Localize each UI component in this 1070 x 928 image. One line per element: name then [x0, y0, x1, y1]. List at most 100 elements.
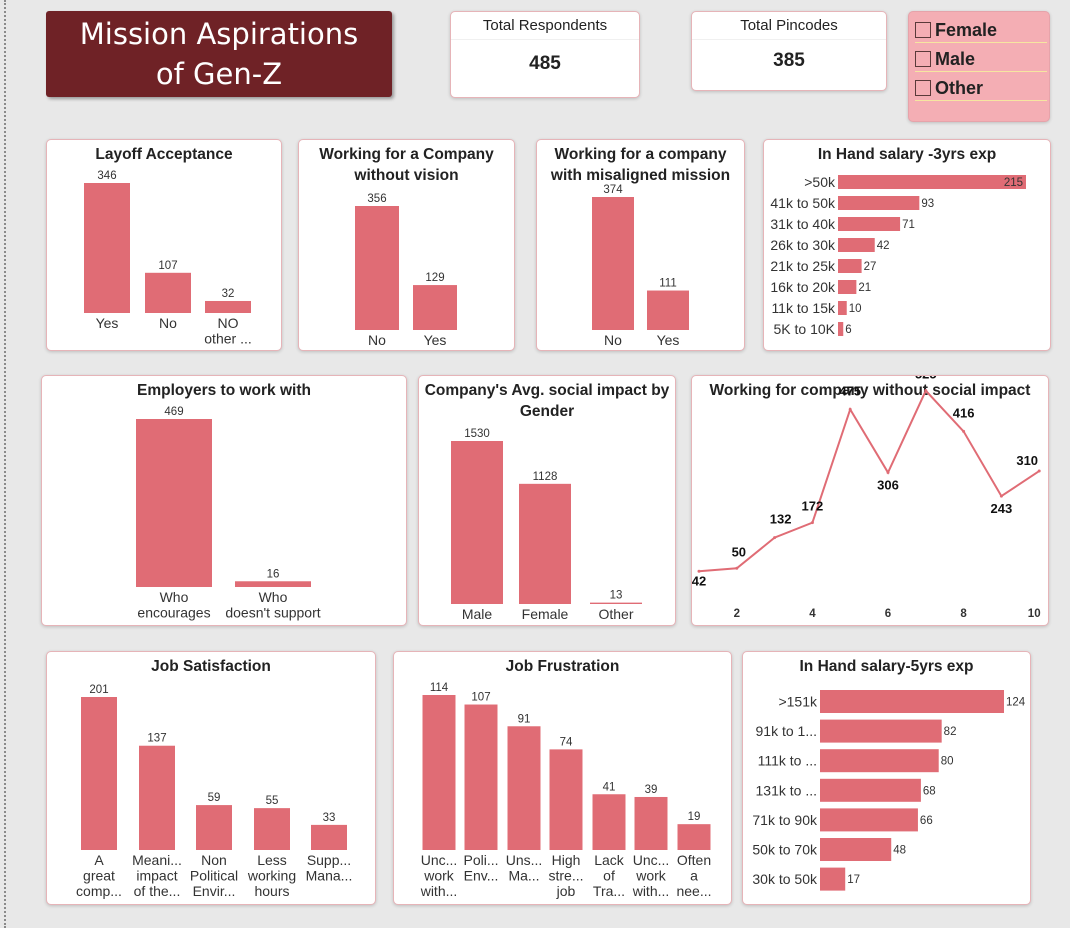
- data-label: 132: [770, 512, 792, 527]
- category-label: Unc...: [633, 852, 670, 868]
- data-point: [886, 471, 890, 475]
- category-label: Less: [257, 852, 287, 868]
- salary-5yrs-chart: >151k 124 91k to 1... 82 111k to ... 80 131k t…: [752, 690, 1026, 891]
- bar: [549, 749, 583, 850]
- data-label: 215: [1004, 177, 1023, 189]
- category-label: Supp...: [307, 852, 351, 868]
- bar: [838, 217, 901, 231]
- data-label: 41: [603, 781, 616, 793]
- category-label: No: [159, 315, 177, 331]
- card-social-impact-line: Working for company without social impac…: [691, 375, 1049, 626]
- kpi-total-pincodes: Total Pincodes 385: [691, 11, 887, 91]
- data-point: [999, 494, 1003, 498]
- bar: [422, 695, 456, 850]
- data-label: 19: [688, 811, 701, 823]
- slicer-item-label: Male: [935, 48, 976, 69]
- data-label: 356: [367, 193, 386, 205]
- data-label: 55: [266, 795, 279, 807]
- data-label: 137: [147, 733, 166, 745]
- bar: [838, 259, 862, 273]
- category-label: with...: [632, 883, 670, 899]
- data-label: 39: [645, 784, 658, 796]
- chart-title: Working for company without social impac…: [709, 382, 1031, 399]
- bar: [84, 183, 130, 313]
- category-label: Who: [160, 589, 189, 605]
- bar: [355, 206, 399, 330]
- data-label: 71: [902, 219, 915, 231]
- data-label: 16: [267, 568, 280, 580]
- kpi-value: 385: [773, 50, 805, 71]
- card-salary-3yrs: In Hand salary -3yrs exp >50k 215 41k to 5…: [763, 139, 1051, 351]
- data-point: [1037, 469, 1041, 473]
- chart-title: Employers to work with: [137, 382, 311, 399]
- bar: [592, 794, 626, 850]
- category-label: 11k to 15k: [771, 300, 836, 316]
- data-label: 469: [164, 406, 183, 418]
- x-tick-label: 4: [809, 608, 816, 620]
- bar: [139, 745, 175, 850]
- category-label: Meani...: [132, 852, 182, 868]
- page-edge-dotted-line: [4, 0, 6, 928]
- category-label: Political: [190, 868, 238, 884]
- category-label: 111k to ...: [758, 753, 817, 769]
- data-label: 201: [89, 684, 108, 696]
- data-label: 107: [471, 692, 490, 704]
- category-label: 26k to 30k: [770, 237, 836, 253]
- kpi-total-respondents: Total Respondents 485: [450, 11, 640, 98]
- category-label: Poli...: [463, 852, 498, 868]
- category-label: other ...: [204, 331, 251, 347]
- category-label: Mana...: [306, 868, 353, 884]
- slicer-item-male[interactable]: Male: [915, 47, 1047, 72]
- slicer-item-other[interactable]: Other: [915, 76, 1047, 101]
- category-label: 131k to ...: [756, 782, 817, 798]
- category-label: 31k to 40k: [770, 216, 836, 232]
- bar: [145, 272, 191, 313]
- kpi-label: Total Pincodes: [692, 17, 886, 40]
- data-label: 66: [920, 815, 933, 827]
- data-point: [810, 521, 814, 525]
- category-label: 16k to 20k: [770, 279, 836, 295]
- bar: [820, 778, 921, 802]
- category-label: >50k: [804, 174, 836, 190]
- bar: [820, 690, 1004, 713]
- category-label: Other: [598, 606, 633, 622]
- gender-slicer: Female Male Other: [908, 11, 1050, 122]
- kpi-value: 485: [529, 53, 561, 74]
- social-impact-line-chart: 42 50 132 172 475 306 525 416 243 310 2 4 6 8 10: [692, 376, 1041, 620]
- bar: [838, 175, 1026, 189]
- slicer-item-label: Other: [935, 77, 984, 98]
- category-label: 50k to 70k: [752, 842, 818, 858]
- category-label: working: [247, 868, 296, 884]
- bar: [838, 301, 847, 315]
- bar: [592, 197, 634, 330]
- bar: [634, 796, 668, 850]
- category-label: Who: [259, 589, 288, 605]
- bar: [838, 238, 875, 252]
- checkbox-icon[interactable]: [915, 80, 931, 96]
- chart-title: In Hand salary -3yrs exp: [817, 146, 997, 163]
- data-label: 91: [518, 713, 531, 725]
- chart-title: Working for a company with misaligned mi…: [550, 146, 731, 184]
- data-label: 416: [953, 405, 975, 420]
- category-label: Envir...: [193, 883, 236, 899]
- bar: [519, 483, 571, 604]
- data-label: 114: [430, 682, 449, 694]
- data-label: 17: [847, 874, 860, 886]
- card-layoff-acceptance: Layoff Acceptance 346 Yes 107 No 32 NO other .…: [46, 139, 282, 351]
- social-impact-gender-chart: 1530 Male 1128 Female 13 Other: [451, 428, 642, 622]
- card-salary-5yrs: In Hand salary-5yrs exp >151k 124 91k to 1…: [742, 651, 1031, 905]
- checkbox-icon[interactable]: [915, 51, 931, 67]
- chart-title: Job Frustration: [505, 658, 620, 675]
- data-label: 82: [944, 726, 957, 738]
- category-label: of the...: [134, 883, 181, 899]
- chart-title: Layoff Acceptance: [95, 146, 233, 163]
- x-tick-label: 10: [1028, 608, 1041, 620]
- checkbox-icon[interactable]: [915, 22, 931, 38]
- slicer-item-female[interactable]: Female: [915, 18, 1047, 43]
- category-label: No: [368, 332, 386, 348]
- data-label: 93: [921, 198, 934, 210]
- data-label: 1530: [464, 428, 490, 440]
- data-label: 68: [923, 785, 936, 797]
- data-label: 32: [222, 288, 235, 300]
